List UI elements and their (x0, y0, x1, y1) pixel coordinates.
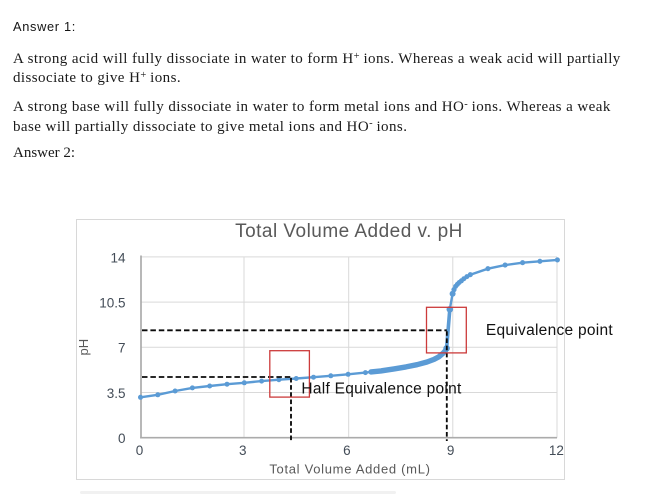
svg-text:3: 3 (239, 443, 247, 458)
svg-text:3.5: 3.5 (107, 386, 126, 401)
svg-text:pH: pH (76, 339, 91, 356)
svg-text:7: 7 (118, 341, 126, 356)
svg-text:Equivalence point: Equivalence point (486, 322, 614, 339)
svg-text:6: 6 (343, 443, 351, 458)
svg-text:9: 9 (447, 443, 455, 458)
svg-text:12: 12 (549, 443, 564, 458)
svg-text:0: 0 (118, 431, 126, 446)
svg-text:Half Equivalence point: Half Equivalence point (301, 380, 462, 397)
svg-text:Total Volume Added (mL): Total Volume Added (mL) (269, 462, 430, 477)
svg-text:10.5: 10.5 (99, 296, 125, 311)
svg-text:Total Volume Added v. pH: Total Volume Added v. pH (235, 221, 463, 242)
svg-text:14: 14 (110, 250, 126, 265)
svg-text:0: 0 (136, 443, 144, 458)
